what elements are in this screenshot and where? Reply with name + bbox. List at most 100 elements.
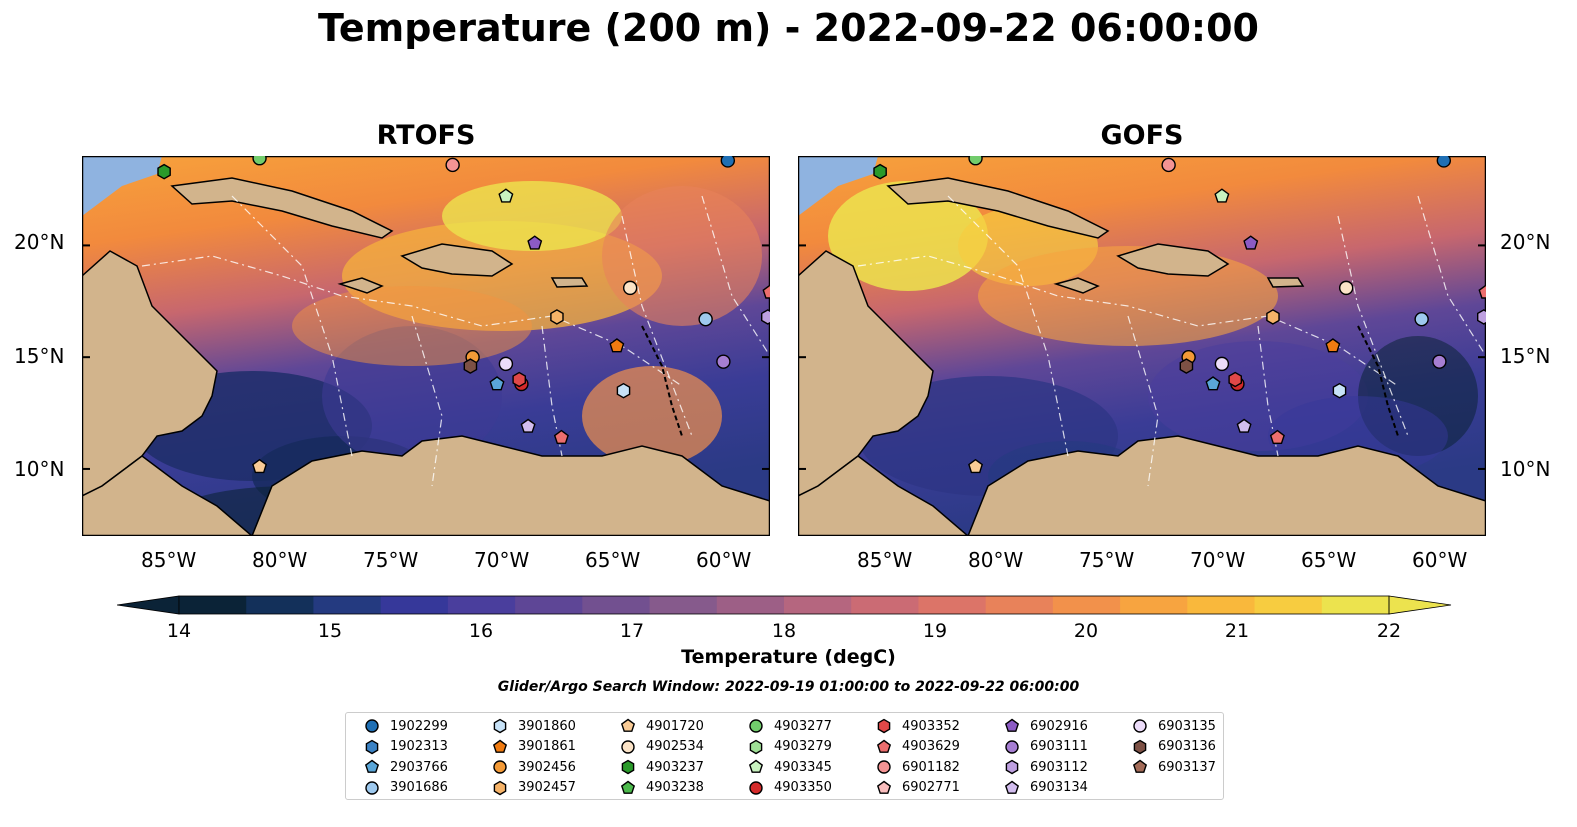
- eez-boundary: [411, 315, 443, 487]
- float-marker-2903766: [489, 376, 505, 391]
- legend-label: 3901861: [518, 739, 576, 754]
- legend-label: 4902534: [646, 739, 704, 754]
- legend-marker-1902299: [365, 719, 379, 733]
- float-marker-6903135: [498, 356, 514, 372]
- float-legend: 1902299 1902313 2903766 3901686 3901860 39018…: [345, 712, 1224, 800]
- float-marker-4902534: [622, 280, 638, 296]
- colorbar-tick: 19: [922, 620, 948, 642]
- legend-marker-4903279: [749, 739, 763, 754]
- colorbar-tick: 14: [166, 620, 192, 642]
- legend-item-2903766: 2903766: [364, 757, 448, 777]
- legend-marker-1902313: [365, 739, 379, 754]
- legend-item-4902534: 4902534: [620, 737, 704, 757]
- float-marker-1902299: [720, 156, 736, 168]
- float-marker-6903111: [1432, 354, 1447, 369]
- legend-marker-2903766: [364, 759, 380, 773]
- legend-marker-6901182: [877, 760, 891, 774]
- legend-marker-icon: [1133, 739, 1147, 754]
- float-marker-4903345: [1214, 188, 1230, 203]
- float-marker-3902457: [550, 309, 564, 325]
- colorbar-segment: [716, 596, 785, 614]
- antilles-arc: [1357, 325, 1399, 437]
- colorbar-tick: 22: [1376, 620, 1402, 642]
- lat-label-left-10: 10°N: [14, 457, 65, 481]
- legend-label: 3902457: [518, 780, 576, 795]
- eez-boundary: [1417, 195, 1486, 357]
- float-marker-6903136: [1179, 358, 1194, 374]
- lon-label-left-85: 85°W: [141, 548, 197, 572]
- legend-marker-6903135: [1133, 719, 1147, 733]
- legend-label: 6901182: [902, 759, 960, 775]
- colorbar-segment: [246, 596, 315, 614]
- legend-marker-icon: [364, 759, 380, 773]
- float-marker-6903134: [520, 418, 536, 433]
- legend-item-1902313: 1902313: [364, 737, 448, 757]
- eez-boundary: [1127, 315, 1159, 487]
- legend-label: 1902313: [390, 739, 448, 754]
- legend-marker-icon: [493, 780, 507, 795]
- search-window-caption: Glider/Argo Search Window: 2022-09-19 01…: [497, 679, 1080, 695]
- rtofs-map[interactable]: [82, 156, 770, 536]
- lat-label-left-15: 15°N: [14, 344, 65, 368]
- lon-label-right-75: 75°W: [1079, 548, 1135, 572]
- cuba-land: [886, 177, 1110, 239]
- jamaica-land: [1053, 277, 1100, 294]
- float-marker-4902534: [1338, 280, 1354, 296]
- legend-marker-3901686: [365, 780, 379, 795]
- legend-marker-4903350: [749, 780, 763, 795]
- legend-marker-icon: [365, 780, 379, 795]
- legend-label: 6903111: [1030, 739, 1088, 754]
- gofs-map[interactable]: [798, 156, 1486, 536]
- lat-label-right-20: 20°N: [1500, 230, 1551, 254]
- eez-boundary: [141, 255, 683, 387]
- legend-label: 6902916: [1030, 718, 1088, 734]
- legend-marker-icon: [621, 739, 635, 754]
- colorbar-segment: [851, 596, 920, 614]
- legend-marker-6903112: [1005, 759, 1019, 775]
- gofs-panel-title: GOFS: [1100, 120, 1184, 151]
- legend-marker-icon: [620, 718, 636, 732]
- cuba-land: [170, 177, 394, 239]
- legend-marker-6903111: [1005, 739, 1019, 754]
- panama-land: [798, 455, 970, 536]
- legend-label: 4903350: [774, 780, 832, 795]
- float-marker-4903277: [252, 156, 267, 166]
- legend-label: 4903277: [774, 718, 832, 734]
- lon-label-left-65: 65°W: [585, 548, 641, 572]
- legend-marker-icon: [749, 719, 763, 733]
- legend-marker-icon: [877, 760, 891, 774]
- legend-label: 4903237: [646, 759, 704, 775]
- legend-marker-4902534: [621, 739, 635, 754]
- float-marker-4903345: [498, 188, 514, 203]
- legend-label: 4903279: [774, 739, 832, 754]
- legend-marker-icon: [492, 739, 508, 753]
- legend-label: 6903136: [1158, 739, 1216, 754]
- legend-item-6903134: 6903134: [1004, 778, 1088, 798]
- legend-item-3901860: 3901860: [492, 716, 576, 736]
- float-marker-4903629: [762, 284, 770, 299]
- float-marker-6903111: [716, 354, 731, 369]
- legend-item-6903111: 6903111: [1004, 737, 1088, 757]
- colorbar-segment: [380, 596, 449, 614]
- lat-label-left-20: 20°N: [14, 230, 65, 254]
- legend-marker-4903238: [620, 780, 636, 794]
- temperature-feature: [828, 181, 988, 291]
- legend-marker-4903345: [748, 759, 764, 773]
- legend-marker-6903137: [1132, 759, 1148, 773]
- legend-marker-icon: [1133, 719, 1147, 733]
- legend-marker-4903352: [877, 718, 891, 734]
- legend-marker-3902457: [493, 780, 507, 795]
- lon-label-left-80: 80°W: [252, 548, 308, 572]
- legend-item-4903279: 4903279: [748, 737, 832, 757]
- colorbar-tick: 16: [468, 620, 494, 642]
- lon-label-right-70: 70°W: [1190, 548, 1246, 572]
- eez-boundary: [621, 215, 693, 437]
- colorbar-segment: [582, 596, 651, 614]
- float-marker-6903135: [1214, 356, 1230, 372]
- lon-label-right-60: 60°W: [1412, 548, 1468, 572]
- legend-marker-icon: [1004, 718, 1020, 732]
- legend-item-1902299: 1902299: [364, 716, 448, 736]
- antilles-arc: [641, 325, 683, 437]
- float-marker-3901861: [1325, 338, 1341, 353]
- puerto-rico-land: [550, 277, 589, 288]
